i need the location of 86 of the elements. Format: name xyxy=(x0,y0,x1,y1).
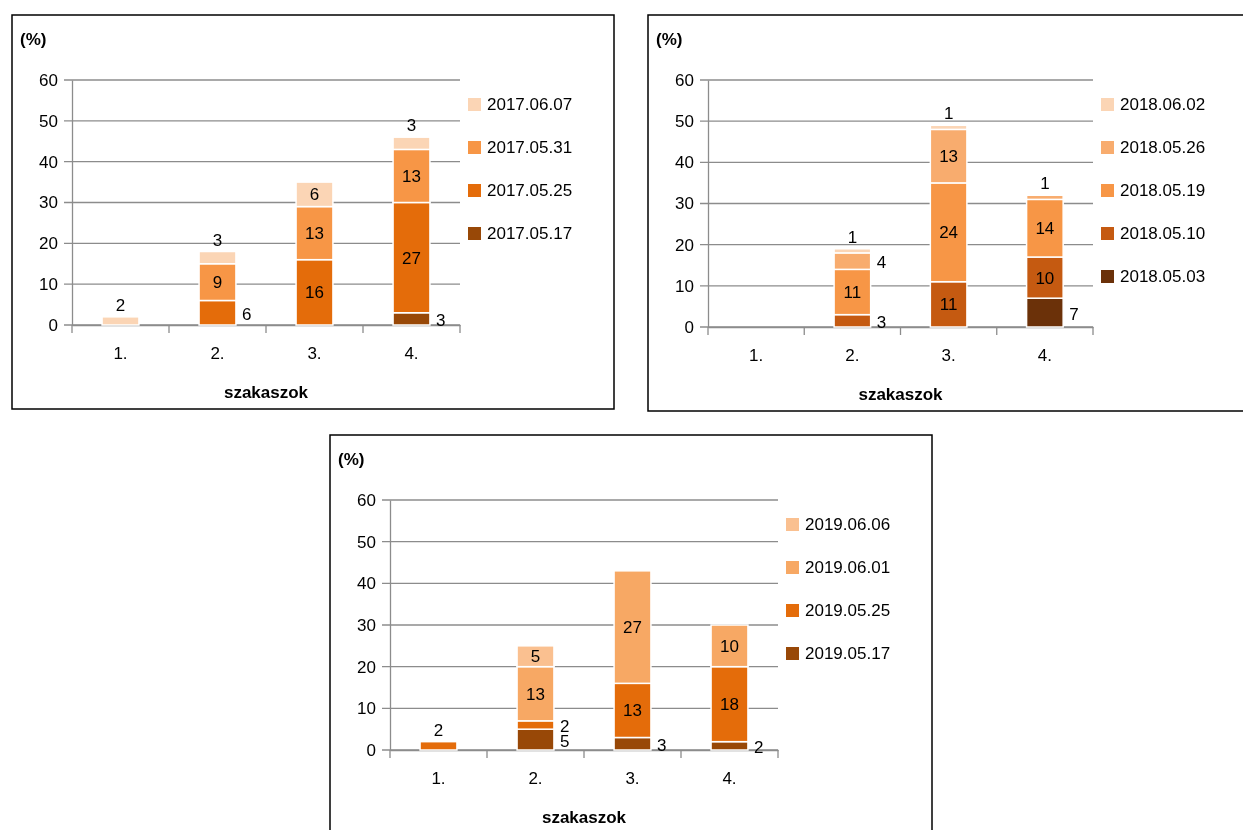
x-tick-label: 3. xyxy=(941,346,956,366)
y-tick-label: 60 xyxy=(357,490,376,510)
x-tick-label: 2. xyxy=(845,346,860,366)
x-tick-label: 3. xyxy=(307,344,322,364)
x-tick-label: 3. xyxy=(625,769,640,789)
legend-label: 2017.05.25 xyxy=(487,181,573,200)
legend-label: 2019.06.01 xyxy=(805,558,891,577)
y-tick-label: 0 xyxy=(366,740,376,760)
x-axis-title: szakaszok xyxy=(541,808,627,827)
y-tick-label: 10 xyxy=(357,699,376,719)
x-tick-label: 1. xyxy=(749,346,764,366)
data-label: 4 xyxy=(876,253,887,273)
y-tick-label: 30 xyxy=(357,615,376,635)
data-label: 1 xyxy=(943,104,954,124)
data-label: 27 xyxy=(623,618,642,638)
legend-label: 2018.05.10 xyxy=(1120,224,1206,243)
y-tick-label: 50 xyxy=(675,112,694,132)
y-tick-label: 60 xyxy=(39,70,58,90)
y-tick-label: 40 xyxy=(357,574,376,594)
y-tick-label: 50 xyxy=(357,532,376,552)
data-label: 3 xyxy=(656,735,667,755)
data-label: 3 xyxy=(212,230,223,250)
legend-label: 2019.06.06 xyxy=(805,515,891,534)
legend-label: 2018.06.02 xyxy=(1120,95,1206,114)
y-tick-label: 20 xyxy=(675,235,694,255)
data-label: 5 xyxy=(530,647,541,667)
data-label: 3 xyxy=(435,310,446,330)
data-label: 7 xyxy=(1069,304,1079,324)
data-label: 13 xyxy=(623,701,642,721)
data-label: 24 xyxy=(939,223,959,243)
x-tick-label: 2. xyxy=(210,344,225,364)
legend-label: 2017.05.31 xyxy=(487,138,573,157)
data-label: 18 xyxy=(720,695,739,715)
y-tick-label: 30 xyxy=(39,193,58,213)
legend-label: 2019.05.25 xyxy=(805,601,891,620)
data-label: 10 xyxy=(1035,268,1055,288)
y-tick-label: 40 xyxy=(675,153,694,173)
data-label: 13 xyxy=(939,147,959,167)
y-tick-label: 20 xyxy=(39,234,58,254)
y-tick-label: 0 xyxy=(48,315,58,335)
data-label: 11 xyxy=(843,283,862,303)
x-tick-label: 4. xyxy=(1037,346,1052,366)
data-label: 14 xyxy=(1035,219,1055,239)
data-label: 1 xyxy=(1040,174,1050,194)
data-label: 3 xyxy=(876,312,887,332)
legend-label: 2017.06.07 xyxy=(487,95,573,114)
data-label: 6 xyxy=(309,185,320,205)
y-tick-label: 60 xyxy=(675,70,694,90)
y-tick-label: 10 xyxy=(39,275,58,295)
data-label: 9 xyxy=(212,273,223,293)
data-label: 13 xyxy=(305,224,324,244)
data-label: 27 xyxy=(402,248,421,268)
x-tick-label: 1. xyxy=(431,769,446,789)
bar xyxy=(419,740,458,751)
y-axis-title: (%) xyxy=(656,30,683,49)
y-axis-title: (%) xyxy=(338,450,365,469)
data-label: 2 xyxy=(433,720,444,740)
data-label: 1 xyxy=(847,227,858,247)
legend-label: 2019.05.17 xyxy=(805,644,891,663)
legend-label: 2017.05.17 xyxy=(487,224,573,243)
x-tick-label: 4. xyxy=(404,344,419,364)
y-tick-label: 30 xyxy=(675,194,694,214)
data-label: 10 xyxy=(720,636,739,656)
x-tick-label: 4. xyxy=(722,769,737,789)
legend-label: 2018.05.19 xyxy=(1120,181,1206,200)
y-tick-label: 20 xyxy=(357,657,376,677)
y-tick-label: 10 xyxy=(675,276,694,296)
y-axis-title: (%) xyxy=(20,30,47,49)
legend-label: 2018.05.03 xyxy=(1120,267,1206,286)
legend-label: 2018.05.26 xyxy=(1120,138,1206,157)
data-label: 2 xyxy=(115,295,126,315)
data-label: 13 xyxy=(402,166,421,186)
bar xyxy=(101,316,140,326)
data-label: 2 xyxy=(753,737,764,757)
y-tick-label: 50 xyxy=(39,111,58,131)
y-tick-label: 0 xyxy=(684,317,694,337)
x-tick-label: 2. xyxy=(528,769,543,789)
x-axis-title: szakaszok xyxy=(223,383,309,402)
x-axis-title: szakaszok xyxy=(858,385,944,404)
data-label: 13 xyxy=(526,684,545,704)
x-tick-label: 1. xyxy=(113,344,128,364)
data-label: 11 xyxy=(939,295,958,315)
data-label: 16 xyxy=(305,283,324,303)
y-tick-label: 40 xyxy=(39,152,58,172)
data-label: 6 xyxy=(241,304,252,324)
data-label: 3 xyxy=(406,116,417,136)
